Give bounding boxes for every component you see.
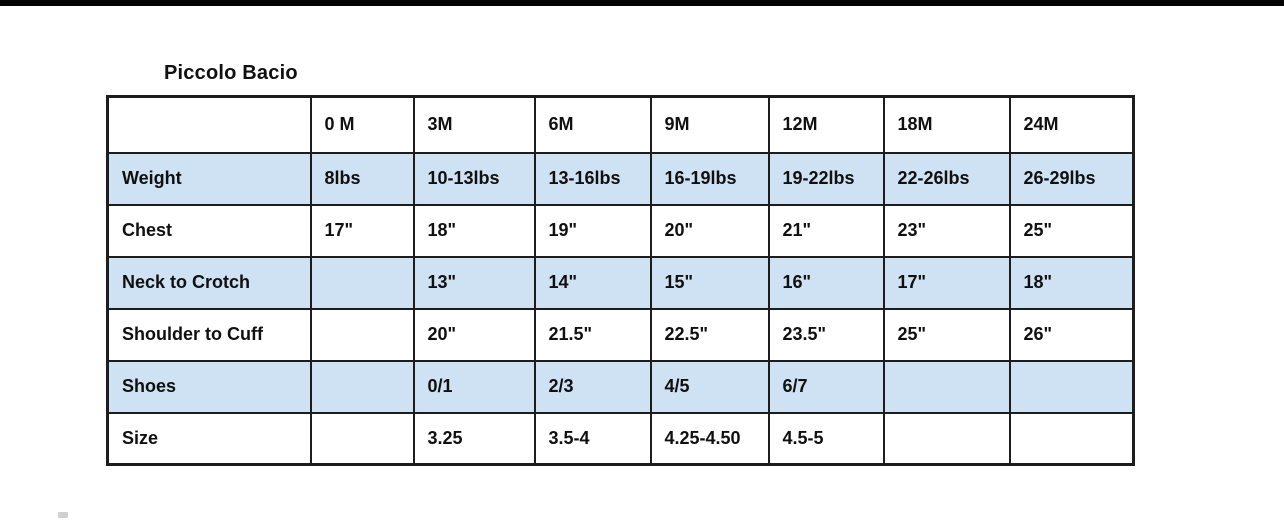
- table-cell: [309, 359, 415, 414]
- table-row: Neck to Crotch 13" 14" 15" 16" 17" 18": [106, 255, 1135, 310]
- header-row: 0 M 3M 6M 9M 12M 18M 24M: [106, 95, 1135, 154]
- table-cell: 22-26lbs: [882, 151, 1011, 206]
- table-cell: 4/5: [649, 359, 770, 414]
- column-header: 9M: [649, 95, 770, 154]
- table-cell: 3.25: [412, 411, 536, 466]
- row-label-cell: Chest: [106, 203, 312, 258]
- table-cell: 15": [649, 255, 770, 310]
- table-cell: [309, 255, 415, 310]
- table-cell: 18": [1008, 255, 1135, 310]
- table-cell: 20": [649, 203, 770, 258]
- table-cell: 16": [767, 255, 885, 310]
- table-cell: 23.5": [767, 307, 885, 362]
- table-row: Size 3.25 3.5-4 4.25-4.50 4.5-5: [106, 411, 1135, 466]
- table-cell: 13-16lbs: [533, 151, 652, 206]
- table-cell: 26": [1008, 307, 1135, 362]
- table-cell: [882, 359, 1011, 414]
- table-cell: 21": [767, 203, 885, 258]
- row-label-cell: Neck to Crotch: [106, 255, 312, 310]
- table-cell: 13": [412, 255, 536, 310]
- table-cell: 10-13lbs: [412, 151, 536, 206]
- table-cell: [309, 411, 415, 466]
- table-cell: 6/7: [767, 359, 885, 414]
- table-cell: 19": [533, 203, 652, 258]
- corner-cell: [106, 95, 312, 154]
- table-cell: 21.5": [533, 307, 652, 362]
- table-cell: 17": [882, 255, 1011, 310]
- table-cell: 17": [309, 203, 415, 258]
- table-row: Weight 8lbs 10-13lbs 13-16lbs 16-19lbs 19-22l…: [106, 151, 1135, 206]
- table-cell: 26-29lbs: [1008, 151, 1135, 206]
- table-cell: 0/1: [412, 359, 536, 414]
- row-label-cell: Size: [106, 411, 312, 466]
- column-header: 0 M: [309, 95, 415, 154]
- table-cell: 23": [882, 203, 1011, 258]
- table-cell: 14": [533, 255, 652, 310]
- row-label-cell: Shoulder to Cuff: [106, 307, 312, 362]
- table-cell: 4.25-4.50: [649, 411, 770, 466]
- table-cell: 4.5-5: [767, 411, 885, 466]
- column-header: 24M: [1008, 95, 1135, 154]
- table-cell: [882, 411, 1011, 466]
- table-cell: 25": [1008, 203, 1135, 258]
- size-chart-table: 0 M 3M 6M 9M 12M 18M 24M Weight 8lbs 10-13lbs 13-…: [106, 95, 1135, 466]
- table-cell: 20": [412, 307, 536, 362]
- table-cell: [309, 307, 415, 362]
- table-cell: 2/3: [533, 359, 652, 414]
- table-cell: 8lbs: [309, 151, 415, 206]
- column-header: 12M: [767, 95, 885, 154]
- cropped-artifact: [58, 512, 68, 518]
- column-header: 18M: [882, 95, 1011, 154]
- table-cell: 19-22lbs: [767, 151, 885, 206]
- table-cell: [1008, 411, 1135, 466]
- table-row: Chest 17" 18" 19" 20" 21" 23" 25": [106, 203, 1135, 258]
- table-cell: 22.5": [649, 307, 770, 362]
- table-cell: 18": [412, 203, 536, 258]
- page-title: Piccolo Bacio: [164, 62, 298, 84]
- table-cell: 3.5-4: [533, 411, 652, 466]
- column-header: 6M: [533, 95, 652, 154]
- table-row: Shoulder to Cuff 20" 21.5" 22.5" 23.5" 25" 26": [106, 307, 1135, 362]
- table-cell: 25": [882, 307, 1011, 362]
- table-cell: [1008, 359, 1135, 414]
- row-label-cell: Weight: [106, 151, 312, 206]
- table-row: Shoes 0/1 2/3 4/5 6/7: [106, 359, 1135, 414]
- top-black-bar: [0, 0, 1284, 6]
- table-cell: 16-19lbs: [649, 151, 770, 206]
- column-header: 3M: [412, 95, 536, 154]
- row-label-cell: Shoes: [106, 359, 312, 414]
